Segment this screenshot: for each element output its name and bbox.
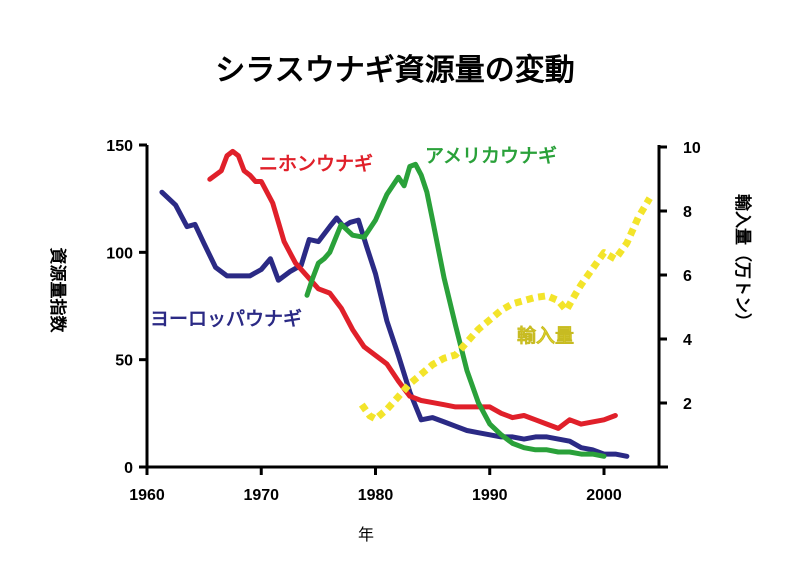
- x-tick-label: 2000: [586, 487, 622, 504]
- y-left-axis-label: 資源量指数: [47, 248, 68, 334]
- axes: [145, 145, 668, 469]
- y-right-tick-label: 8: [683, 204, 692, 221]
- series-lines: [159, 148, 653, 459]
- y-left-tick-label: 0: [124, 460, 133, 477]
- ticks: [139, 143, 667, 475]
- y-right-tick-label: 2: [683, 396, 692, 413]
- y-left-tick-label: 150: [106, 138, 133, 155]
- series-label-import-volume: 輸入量: [517, 324, 574, 347]
- series-line-0: [159, 189, 630, 459]
- series-line-2: [304, 161, 607, 459]
- series-label-japanese-eel: ニホンウナギ: [259, 153, 373, 175]
- chart-title: シラスウナギ資源量の変動: [215, 53, 574, 88]
- tick-labels: 1960 1970 1980 1990 2000 0 50 100 150 2 4 6 8 10: [106, 138, 701, 504]
- y-right-tick-label: 10: [683, 140, 701, 157]
- series-line-1: [207, 148, 618, 431]
- x-tick-label: 1970: [243, 487, 279, 504]
- x-tick-label: 1980: [358, 487, 394, 504]
- y-right-tick-label: 4: [683, 332, 692, 349]
- y-left-tick-label: 50: [115, 353, 133, 370]
- y-right-axis-label: 輸入量（万トン）: [732, 194, 753, 330]
- y-right-tick-label: 6: [683, 268, 692, 285]
- x-tick-label: 1960: [129, 487, 165, 504]
- x-axis-label: 年: [358, 525, 374, 544]
- series-label-american-eel: アメリカウナギ: [425, 145, 557, 167]
- series-label-european-eel: ヨーロッパウナギ: [150, 308, 302, 330]
- series-line-3: [358, 196, 653, 423]
- y-left-tick-label: 100: [106, 245, 133, 262]
- x-tick-label: 1990: [472, 487, 508, 504]
